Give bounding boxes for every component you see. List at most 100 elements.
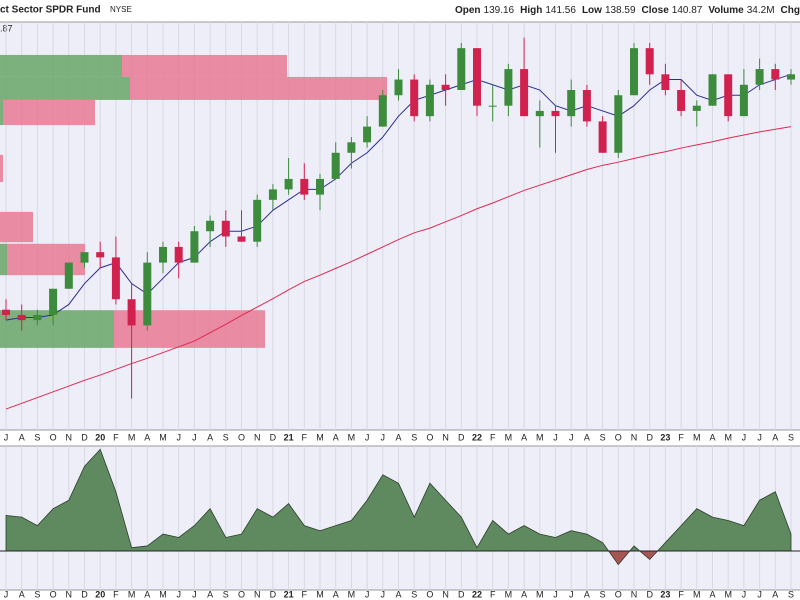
candle-body — [268, 189, 277, 200]
x-tick-label: 22 — [472, 432, 482, 442]
candle-body — [457, 48, 466, 90]
x-tick-label: J — [757, 589, 762, 599]
x-tick-label: N — [66, 432, 73, 442]
x-tick-label: D — [270, 432, 277, 442]
vbp-down — [7, 243, 85, 276]
x-tick-label: F — [113, 589, 119, 599]
x-tick-label: M — [536, 432, 544, 442]
candle-body — [504, 69, 513, 106]
x-tick-label: J — [553, 589, 558, 599]
x-tick-label: A — [772, 589, 778, 599]
candle-body — [535, 110, 544, 117]
candle-body — [661, 74, 670, 90]
x-tick-label: S — [788, 432, 794, 442]
x-tick-label: J — [569, 589, 574, 599]
candle-body — [677, 90, 686, 111]
x-tick-label: M — [693, 432, 701, 442]
x-tick-label: J — [381, 589, 386, 599]
quote: Open 139.16 High 141.56 Low 138.59 Close 140.87… — [455, 5, 800, 16]
x-tick-label: 20 — [95, 432, 105, 442]
x-tick-label: M — [348, 589, 356, 599]
x-tick-label: A — [521, 432, 527, 442]
x-tick-label: A — [144, 432, 150, 442]
quote-value: 34.2M — [747, 5, 775, 16]
candle-body — [159, 246, 167, 263]
x-tick-label: F — [490, 589, 496, 599]
vbp-up — [0, 54, 122, 77]
quote-label: Open — [455, 5, 481, 16]
quote-label: High — [520, 5, 542, 16]
x-tick-label: A — [207, 432, 213, 442]
candle-body — [17, 314, 26, 321]
candle-body — [488, 105, 497, 107]
candle-body — [33, 314, 42, 321]
moving-average — [5, 73, 792, 321]
vbp-down — [122, 54, 287, 77]
candle-body — [724, 74, 733, 117]
x-tick-label: D — [646, 589, 653, 599]
x-tick-label: N — [254, 589, 261, 599]
x-tick-label: S — [411, 432, 417, 442]
candle-body — [755, 69, 764, 85]
x-tick-label: 23 — [660, 432, 670, 442]
x-tick-label: S — [411, 589, 417, 599]
x-tick-label: N — [631, 432, 638, 442]
candle-body — [190, 231, 199, 263]
x-tick-label: J — [757, 432, 762, 442]
x-tick-label: M — [128, 432, 136, 442]
x-tick-label: 20 — [95, 589, 105, 599]
x-tick-label: A — [772, 432, 778, 442]
x-tick-label: J — [192, 432, 197, 442]
x-tick-label: J — [4, 432, 9, 442]
x-tick-label: M — [536, 589, 544, 599]
x-tick-label: S — [34, 589, 40, 599]
candle-body — [645, 48, 654, 75]
x-tick-label: D — [458, 589, 465, 599]
x-tick-label: J — [553, 432, 558, 442]
x-tick-label: F — [302, 432, 308, 442]
candle-body — [316, 178, 324, 195]
candle-body — [221, 220, 230, 237]
vbp-down — [3, 99, 95, 126]
x-tick-label: D — [81, 432, 88, 442]
candle-body — [174, 246, 183, 263]
candle-body — [771, 69, 780, 80]
candle-body — [598, 121, 607, 153]
candle-body — [787, 74, 795, 80]
x-tick-label: M — [348, 432, 356, 442]
vbp-down — [0, 211, 33, 243]
x-tick-label: M — [505, 432, 513, 442]
candle-body — [253, 199, 262, 242]
candle-body — [739, 84, 748, 117]
x-tick-label: N — [631, 589, 638, 599]
x-tick-label: O — [615, 432, 622, 442]
quote-value: 141.56 — [545, 5, 576, 16]
x-tick-label: J — [742, 589, 747, 599]
x-tick-label: M — [159, 432, 167, 442]
vbp-up — [0, 99, 3, 126]
x-tick-label: N — [66, 589, 73, 599]
x-tick-label: A — [584, 432, 590, 442]
moving-average — [5, 126, 792, 410]
candle-body — [394, 79, 403, 96]
x-tick-label: S — [600, 589, 606, 599]
x-tick-label: J — [176, 432, 181, 442]
x-tick-label: O — [615, 589, 622, 599]
x-tick-label: M — [724, 589, 732, 599]
vbp-down — [114, 310, 265, 348]
x-tick-label: D — [270, 589, 277, 599]
candle-body — [567, 90, 576, 117]
x-tick-label: A — [584, 589, 590, 599]
x-tick-label: M — [724, 432, 732, 442]
chart-title: ct Sector SPDR Fund — [0, 5, 101, 16]
candle-body — [206, 220, 215, 232]
x-tick-label: S — [788, 589, 794, 599]
x-tick-label: M — [159, 589, 167, 599]
x-tick-label: J — [742, 432, 747, 442]
candle-body — [143, 262, 152, 326]
candle-body — [96, 252, 105, 258]
candle-body — [425, 84, 434, 117]
x-tick-label: 23 — [660, 589, 670, 599]
x-tick-label: J — [365, 432, 370, 442]
